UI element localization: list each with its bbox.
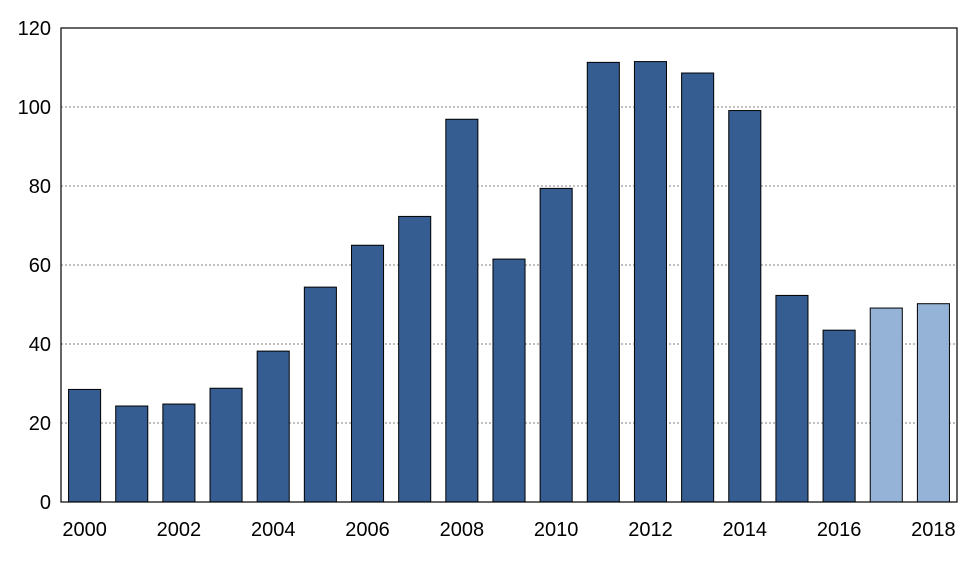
y-tick-label: 120 — [18, 18, 51, 40]
y-tick-label: 100 — [18, 97, 51, 119]
plot-area-frame — [60, 27, 958, 503]
bar-2003 — [209, 387, 243, 503]
bar-2015 — [775, 294, 809, 503]
bar-2002 — [162, 403, 196, 503]
y-tick-label: 20 — [29, 413, 51, 435]
bar-2005 — [303, 286, 337, 503]
x-axis-tick-labels: 2000 2002 2004 2006 2008 2010 2012 2014 2016 2018 — [62, 519, 955, 541]
bar-2016 — [822, 329, 856, 503]
bar-2010 — [539, 187, 573, 503]
x-tick-label: 2014 — [723, 519, 768, 541]
bar-2006 — [350, 244, 385, 503]
y-tick-label: 80 — [29, 176, 51, 198]
x-tick-label: 2018 — [911, 519, 956, 541]
bar-2017 — [869, 307, 903, 503]
bar-2011 — [586, 61, 620, 503]
bar-2000 — [68, 388, 102, 503]
bar-2007 — [398, 215, 432, 503]
bars — [68, 61, 950, 503]
x-tick-label: 2002 — [157, 519, 202, 541]
bar-2013 — [681, 72, 715, 503]
x-tick-label: 2010 — [534, 519, 579, 541]
x-tick-label: 2006 — [345, 519, 390, 541]
y-tick-label: 40 — [29, 334, 51, 356]
bar-2018 — [916, 303, 950, 503]
bar-2001 — [115, 405, 149, 503]
x-tick-label: 2016 — [817, 519, 862, 541]
bar-2012 — [633, 61, 668, 503]
bar-2009 — [492, 258, 526, 503]
y-tick-label: 60 — [29, 255, 51, 277]
y-axis-tick-labels: 0 20 40 60 80 100 120 — [18, 18, 51, 514]
bar-2008 — [445, 118, 479, 503]
x-tick-label: 2000 — [62, 519, 107, 541]
bar-2014 — [728, 110, 762, 503]
x-tick-label: 2008 — [440, 519, 485, 541]
x-tick-label: 2012 — [628, 519, 673, 541]
y-tick-label: 0 — [40, 492, 51, 514]
bar-2004 — [256, 350, 290, 503]
x-tick-label: 2004 — [251, 519, 296, 541]
